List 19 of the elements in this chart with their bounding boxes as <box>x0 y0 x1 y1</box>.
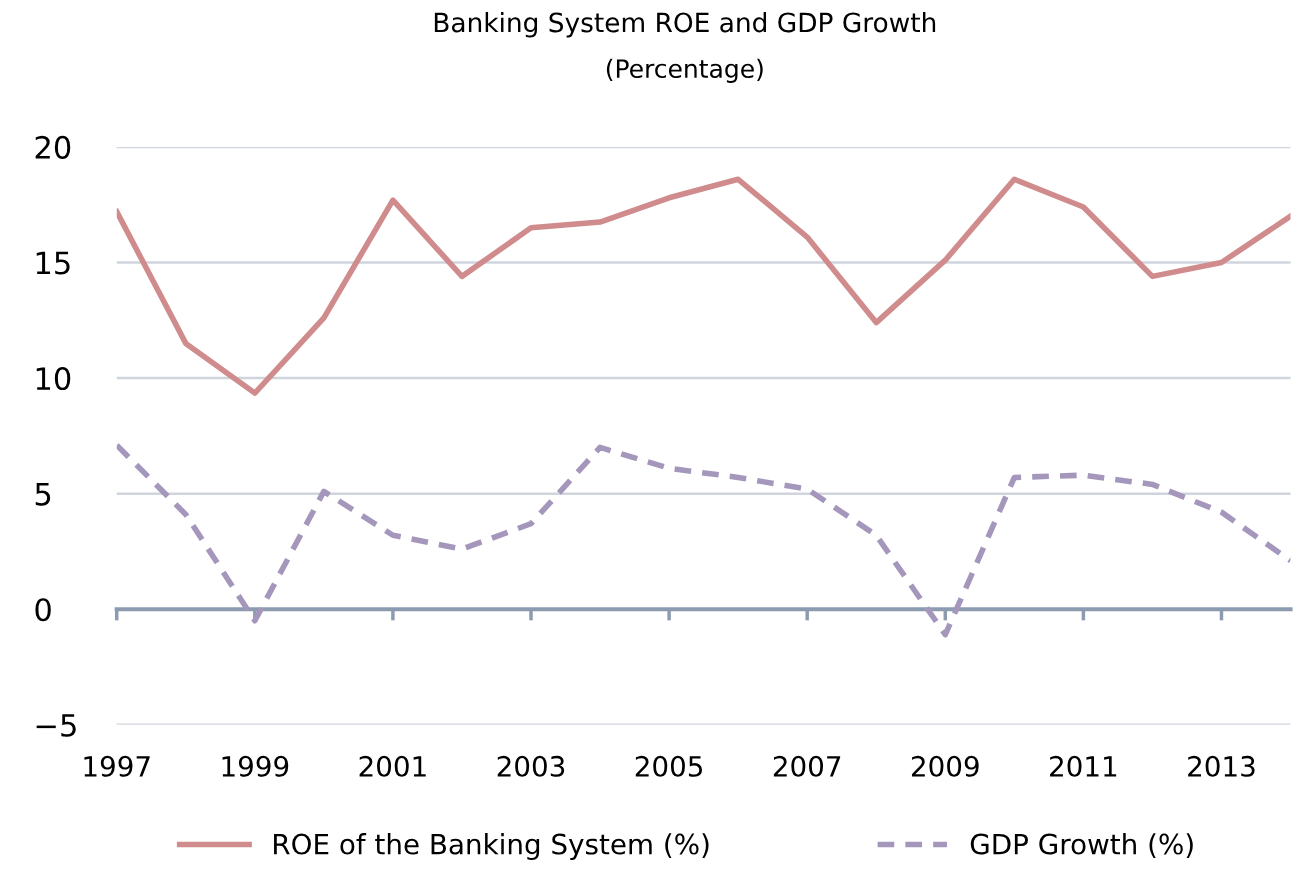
chart-subtitle: (Percentage) <box>606 58 763 83</box>
y-tick-label: 5 <box>35 482 51 506</box>
y-tick-label: 10 <box>36 367 71 391</box>
x-tick-label: 2005 <box>635 755 703 777</box>
chart-title: Banking System ROE and GDP Growth <box>434 12 936 38</box>
x-tick-label: 2011 <box>1050 755 1117 777</box>
legend-label: GDP Growth (%) <box>970 833 1193 858</box>
y-tick-label: 15 <box>36 251 70 275</box>
x-tick-label: 1997 <box>84 755 150 777</box>
x-tick-label: 2001 <box>359 755 426 777</box>
x-tick-label: 2003 <box>497 755 565 777</box>
legend-label: ROE of the Banking System (%) <box>274 833 709 860</box>
x-tick-label: 2013 <box>1188 755 1255 777</box>
y-tick-label: 20 <box>35 135 71 159</box>
y-tick-label: 0 <box>35 598 51 622</box>
x-tick-label: 2009 <box>911 755 979 777</box>
x-tick-label: 1999 <box>222 755 289 777</box>
y-tick-label: −5 <box>36 714 76 737</box>
x-tick-label: 2007 <box>773 755 841 777</box>
